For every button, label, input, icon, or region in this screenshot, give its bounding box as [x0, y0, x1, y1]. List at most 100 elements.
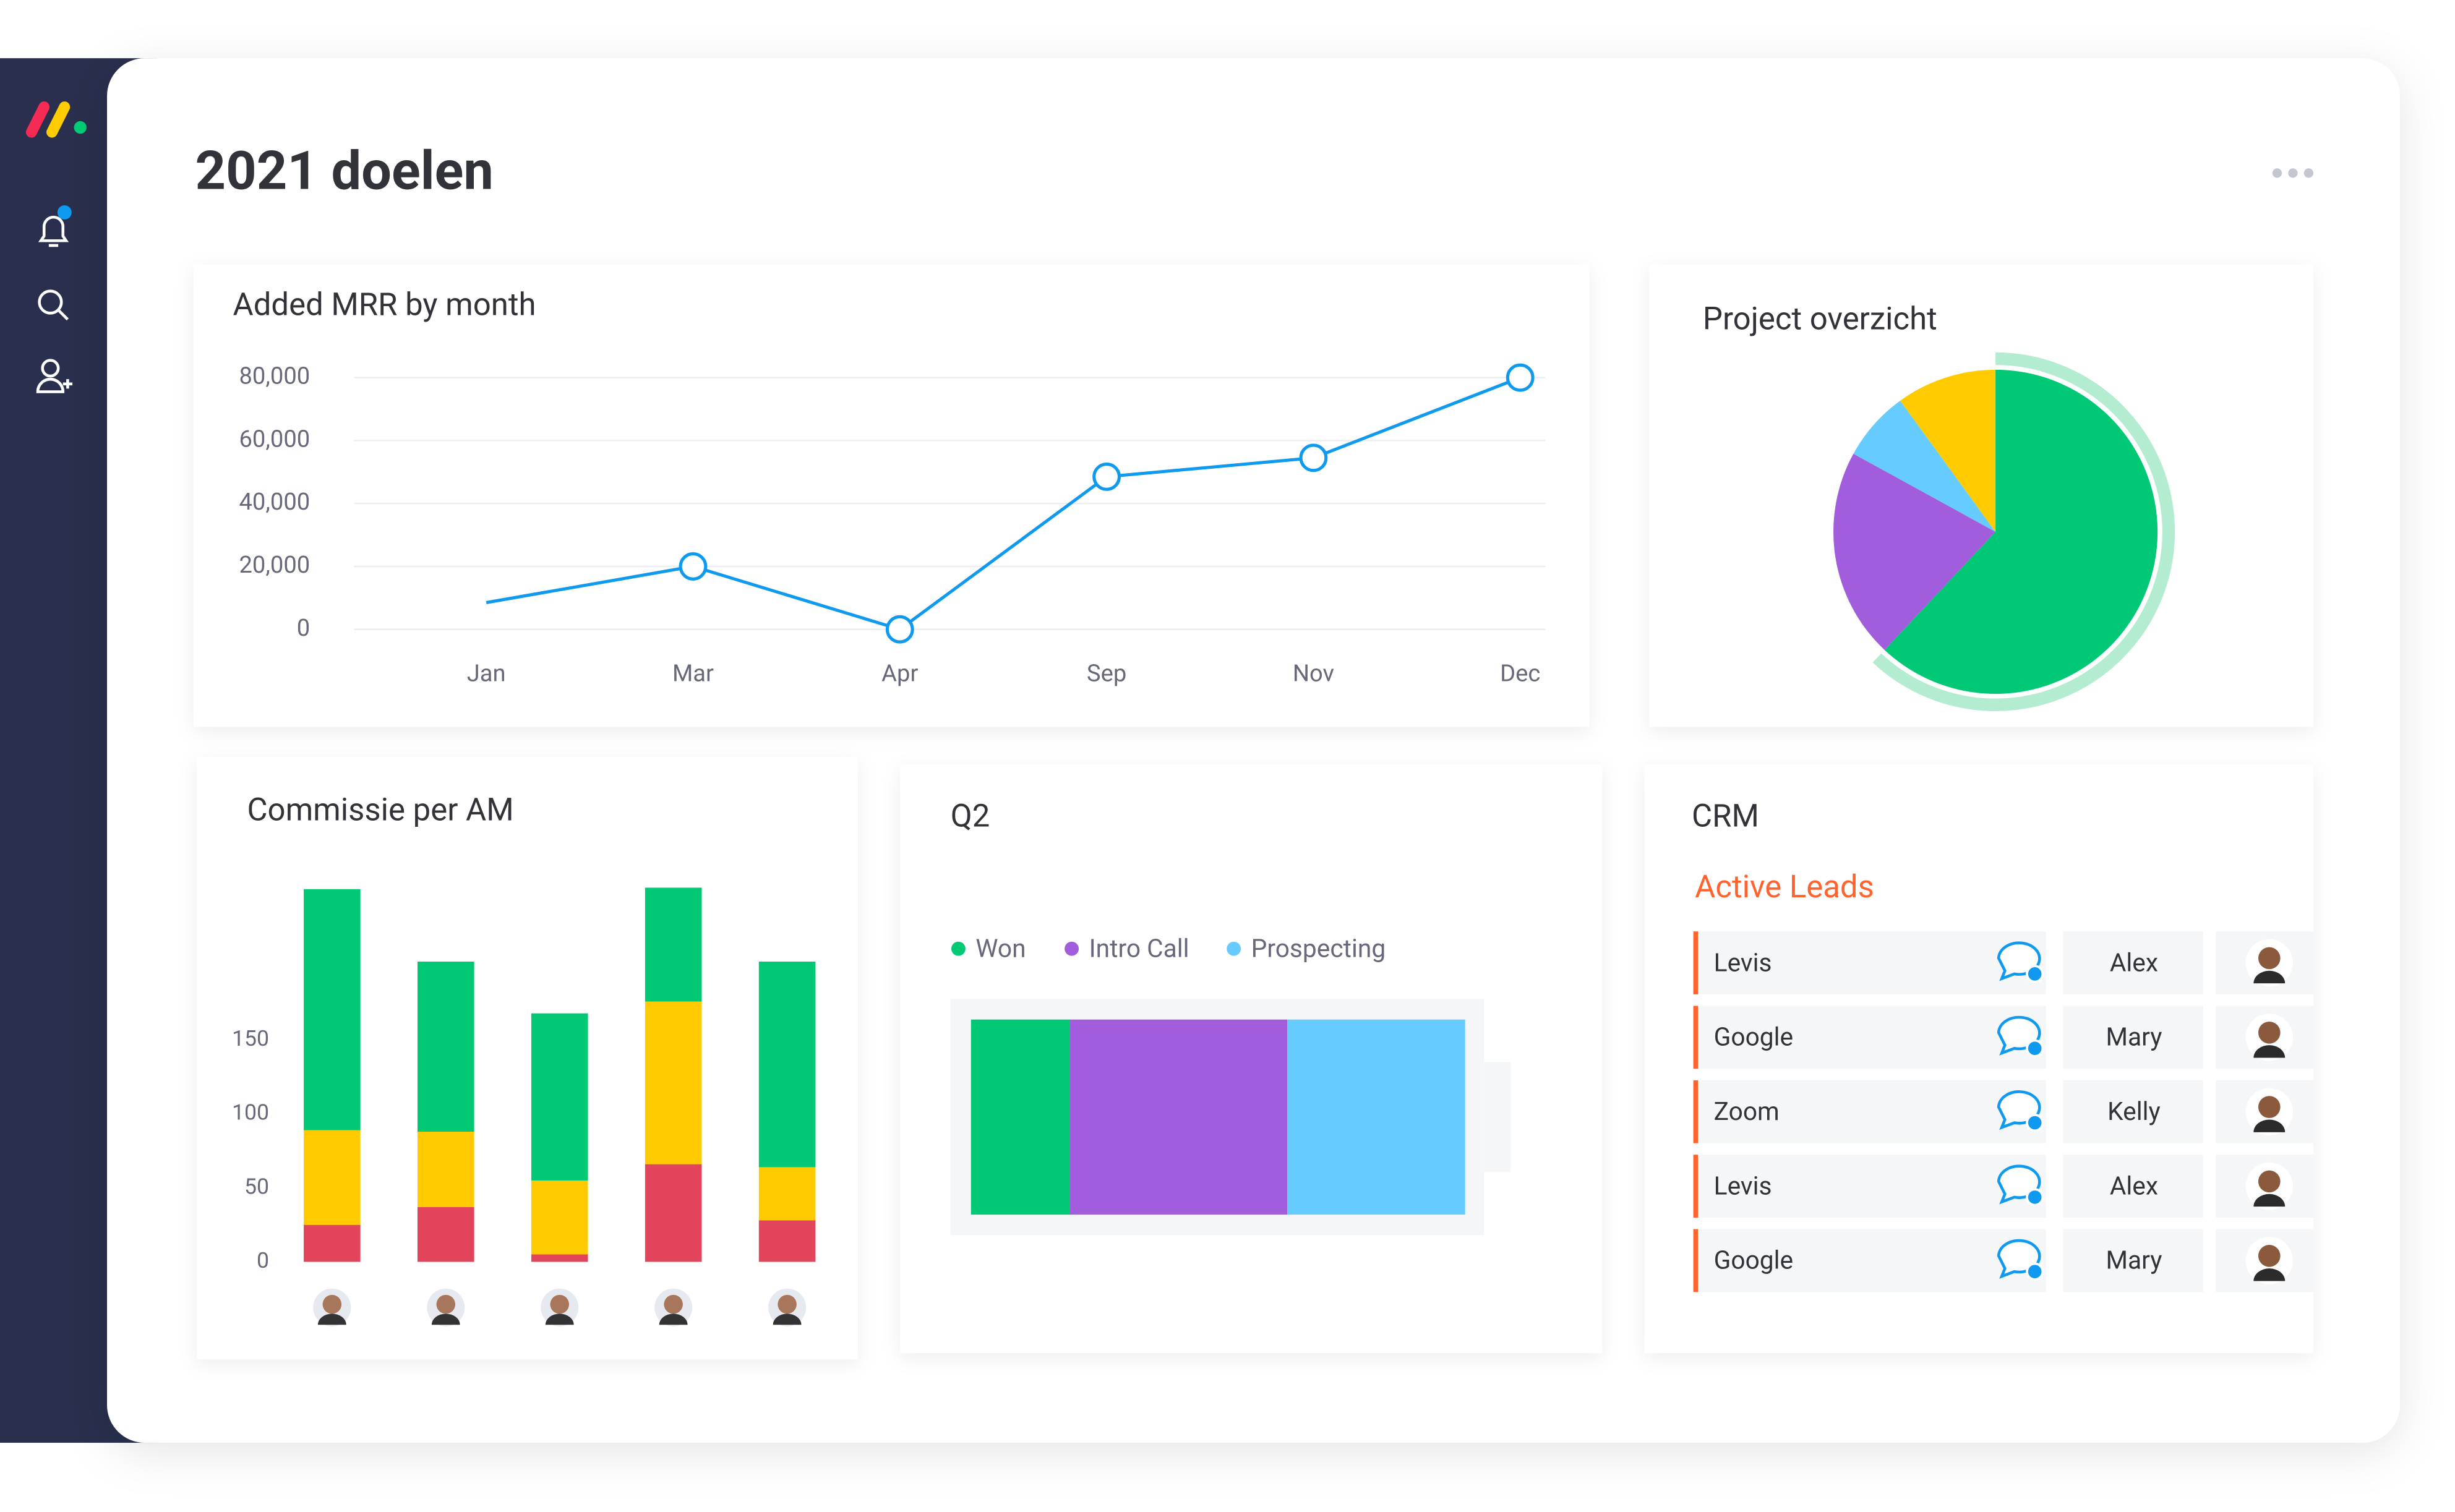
lead-cell[interactable]	[1695, 1006, 2046, 1069]
bar-segment	[531, 1180, 588, 1255]
point	[885, 615, 914, 644]
more-menu[interactable]	[2272, 168, 2314, 178]
avatar-face	[2258, 1170, 2281, 1193]
panel	[193, 264, 1590, 727]
lead-marker	[1693, 931, 1699, 994]
y-tick-label: 0	[297, 615, 310, 642]
lead-cell[interactable]	[1695, 1155, 2046, 1218]
logo	[25, 101, 87, 138]
avatar-body	[773, 1313, 802, 1325]
y-tick-label: 40,000	[239, 489, 310, 516]
avatar-body	[317, 1313, 346, 1325]
y-tick-label: 80,000	[239, 363, 310, 390]
legend-label: Won	[975, 933, 1026, 963]
bar-segment	[417, 1207, 474, 1262]
avatar-body	[2253, 1194, 2286, 1207]
avatar-face	[436, 1294, 456, 1314]
person-name: Alex	[2110, 947, 2158, 977]
legend-label: Intro Call	[1089, 933, 1189, 963]
legend-swatch	[1227, 941, 1241, 956]
legend-swatch	[1065, 941, 1079, 956]
y-tick-label: 150	[232, 1025, 269, 1051]
chat-badge	[2026, 1039, 2044, 1057]
avatar-body	[545, 1313, 574, 1325]
chat-badge	[2026, 1113, 2044, 1132]
bar-segment	[970, 1019, 1070, 1215]
point	[679, 552, 708, 581]
nav-icons[interactable]	[36, 205, 73, 393]
bar-segment	[758, 1220, 816, 1262]
lead-company: Google	[1714, 1245, 1793, 1275]
point	[1299, 443, 1328, 472]
avatar-body	[2253, 970, 2286, 984]
person-cell	[2063, 1155, 2203, 1218]
bar-segment	[417, 961, 474, 1132]
pie-slice	[1833, 453, 1996, 650]
y-tick-label: 50	[244, 1173, 269, 1199]
lead-marker	[1693, 1006, 1699, 1069]
chat-badge	[2026, 1188, 2044, 1207]
lead-cell[interactable]	[1695, 931, 2046, 994]
avatar-body	[2253, 1119, 2286, 1132]
crm-subtitle: Active Leads	[1695, 869, 1874, 905]
avatar-face	[322, 1294, 342, 1314]
bar-segment	[531, 1013, 588, 1181]
lead-cell[interactable]	[1695, 1229, 2046, 1292]
bar-segment	[304, 1130, 361, 1225]
point	[1092, 463, 1121, 491]
point	[1506, 363, 1535, 392]
x-tick-label: Mar	[672, 660, 714, 688]
lead-marker	[1693, 1155, 1699, 1218]
chat-badge	[2026, 965, 2044, 983]
avatar-body	[2253, 1268, 2286, 1281]
avatar-face	[778, 1294, 797, 1314]
lead-marker	[1693, 1080, 1699, 1143]
bar-segment	[758, 1167, 816, 1221]
avatar-body	[431, 1313, 460, 1325]
page-title: 2021 doelen	[195, 140, 493, 202]
person-cell	[2063, 1006, 2203, 1069]
bar-segment	[304, 1224, 361, 1262]
bar-segment	[304, 889, 361, 1130]
y-tick-label: 100	[232, 1100, 269, 1125]
pie-slice	[1853, 400, 1996, 532]
bar-segment	[531, 1254, 588, 1262]
x-tick-label: Sep	[1087, 660, 1126, 688]
lead-company: Levis	[1714, 1171, 1772, 1200]
bar-segment	[758, 961, 816, 1168]
bar-segment	[645, 1001, 702, 1164]
bar-segment	[1069, 1019, 1288, 1215]
line	[486, 376, 1521, 631]
y-tick-label: 20,000	[239, 552, 310, 579]
lead-company: Zoom	[1714, 1096, 1780, 1126]
chart-title: Commissie per AM	[247, 792, 513, 828]
legend-swatch	[951, 941, 966, 956]
person-name: Mary	[2106, 1022, 2162, 1052]
x-tick-label: Nov	[1293, 660, 1334, 688]
person-cell	[2063, 931, 2203, 994]
chart-title: Added MRR by month	[233, 287, 536, 323]
person-cell	[2063, 1080, 2203, 1143]
avatar-face	[2258, 1244, 2281, 1267]
avatar-face	[2258, 947, 2281, 970]
x-tick-label: Dec	[1500, 660, 1540, 688]
avatar-body	[2253, 1045, 2286, 1058]
lead-cell[interactable]	[1695, 1080, 2046, 1143]
highlight-ring	[1872, 352, 2175, 711]
chart-title: Q2	[951, 798, 990, 834]
pie-slice	[1900, 369, 1996, 532]
person-cell	[2063, 1229, 2203, 1292]
person-name: Kelly	[2107, 1096, 2161, 1126]
avatar-face	[550, 1294, 569, 1314]
y-tick-label: 60,000	[239, 425, 310, 453]
bar-segment	[645, 1164, 702, 1262]
bar-segment	[1287, 1019, 1465, 1215]
pie-slice	[1884, 369, 2158, 694]
crm-title: CRM	[1692, 798, 1759, 834]
x-tick-label: Jan	[467, 660, 506, 688]
bar-segment	[645, 887, 702, 1002]
avatar-face	[664, 1294, 683, 1314]
y-tick-label: 0	[257, 1247, 269, 1273]
